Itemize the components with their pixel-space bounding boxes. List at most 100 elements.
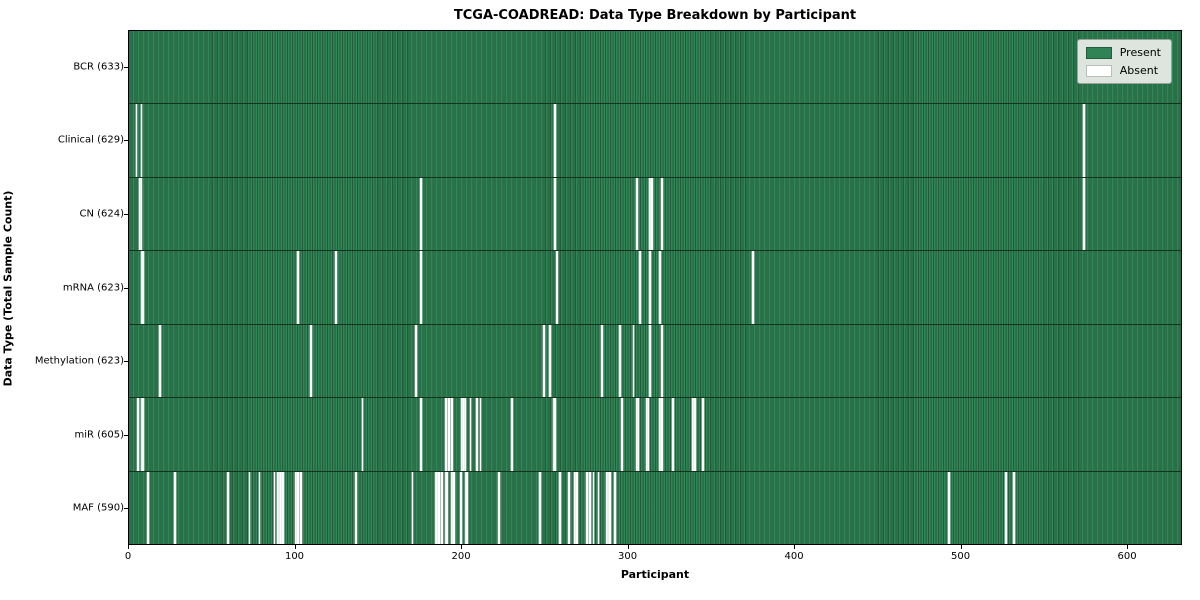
absent-stripe (539, 471, 542, 544)
absent-stripe (574, 471, 577, 544)
x-tick-mark (960, 545, 962, 549)
absent-stripe (227, 471, 229, 544)
x-tick-mark (294, 545, 296, 549)
plot-area: Present Absent (128, 30, 1182, 545)
absent-stripe (361, 398, 364, 471)
x-tick-label: 0 (124, 551, 132, 562)
absent-stripe (411, 471, 414, 544)
heatmap-row-mrna (129, 250, 1181, 324)
absent-stripe (448, 398, 450, 471)
legend: Present Absent (1076, 39, 1172, 84)
absent-stripe (567, 471, 570, 544)
y-tick-label: miR (605) (74, 429, 124, 441)
absent-stripe (607, 471, 610, 544)
absent-stripe (479, 398, 482, 471)
x-tick-mark (128, 545, 129, 549)
absent-stripe (273, 471, 276, 544)
absent-stripe (469, 398, 472, 471)
absent-stripe (635, 177, 638, 251)
absent-stripe (511, 398, 514, 471)
absent-stripe (559, 471, 562, 544)
absent-stripe (296, 251, 299, 324)
absent-stripe (554, 104, 557, 177)
absent-stripe (142, 398, 145, 471)
heatmap-row-maf (129, 470, 1181, 544)
absent-stripe (672, 398, 675, 471)
absent-stripe (451, 398, 454, 471)
x-tick-label: 100 (284, 551, 305, 562)
absent-stripe (552, 398, 555, 471)
absent-stripe (446, 471, 449, 544)
y-tick-label: Clinical (629) (57, 134, 124, 146)
absent-stripe (173, 471, 176, 544)
absent-stripe (1082, 177, 1085, 251)
absent-stripe (441, 471, 444, 544)
absent-stripe (650, 177, 653, 251)
absent-stripe (140, 177, 143, 251)
absent-stripe (586, 471, 588, 544)
y-tick-mark (124, 361, 128, 363)
absent-stripe (419, 251, 422, 324)
heatmap-row-clinical (129, 103, 1181, 177)
absent-stripe (459, 471, 462, 544)
x-tick-label: 400 (784, 551, 804, 562)
absent-stripe (600, 324, 603, 398)
legend-label-absent: Absent (1119, 64, 1159, 77)
y-tick-label: Methylation (623) (34, 355, 124, 367)
absent-stripe (466, 471, 469, 544)
absent-stripe (609, 471, 612, 544)
heatmap-row-mir (129, 397, 1181, 471)
absent-stripe (278, 471, 281, 544)
absent-stripe (476, 398, 479, 471)
x-axis-label: Participant (620, 568, 690, 581)
legend-entry-present: Present (1085, 46, 1161, 59)
x-tick-mark (461, 545, 463, 549)
x-tick-mark (794, 545, 796, 549)
x-tick-mark (1127, 545, 1129, 549)
absent-stripe (138, 177, 141, 251)
heatmap-row-methylation (129, 323, 1181, 398)
absent-stripe (660, 177, 663, 251)
absent-stripe (140, 104, 143, 177)
absent-stripe (637, 398, 640, 471)
y-tick-label: CN (624) (79, 208, 124, 220)
absent-stripe (1004, 471, 1007, 544)
absent-stripe (752, 251, 754, 324)
absent-stripe (549, 324, 552, 398)
absent-stripe (649, 177, 651, 251)
absent-stripe (597, 471, 600, 544)
absent-stripe (280, 471, 283, 544)
absent-stripe (1082, 104, 1085, 177)
heatmap-row-bcr (129, 31, 1181, 104)
absent-stripe (140, 398, 143, 471)
absent-stripe (702, 398, 705, 471)
absent-stripe (614, 471, 617, 544)
absent-stripe (140, 251, 143, 324)
absent-stripe (589, 471, 592, 544)
absent-stripe (158, 324, 161, 398)
absent-stripe (554, 177, 557, 251)
absent-stripe (147, 471, 150, 544)
y-tick-label: mRNA (623) (62, 282, 124, 293)
y-tick-label: MAF (590) (72, 502, 124, 514)
absent-stripe (137, 398, 140, 471)
absent-stripe (444, 398, 447, 471)
absent-stripe (464, 471, 467, 544)
y-tick-mark (124, 66, 128, 68)
y-tick-label: BCR (633) (73, 61, 124, 73)
absent-stripe (281, 471, 284, 544)
absent-stripe (645, 398, 648, 471)
absent-stripe (464, 398, 467, 471)
absent-stripe (248, 471, 251, 544)
absent-stripe (692, 398, 695, 471)
y-tick-mark (124, 140, 128, 142)
absent-stripe (453, 471, 455, 544)
absent-stripe (434, 471, 437, 544)
absent-stripe (576, 471, 578, 544)
absent-stripe (694, 398, 696, 471)
absent-stripe (444, 471, 447, 544)
absent-stripe (414, 324, 417, 398)
absent-stripe (296, 471, 299, 544)
absent-stripe (639, 251, 641, 324)
absent-stripe (647, 398, 650, 471)
